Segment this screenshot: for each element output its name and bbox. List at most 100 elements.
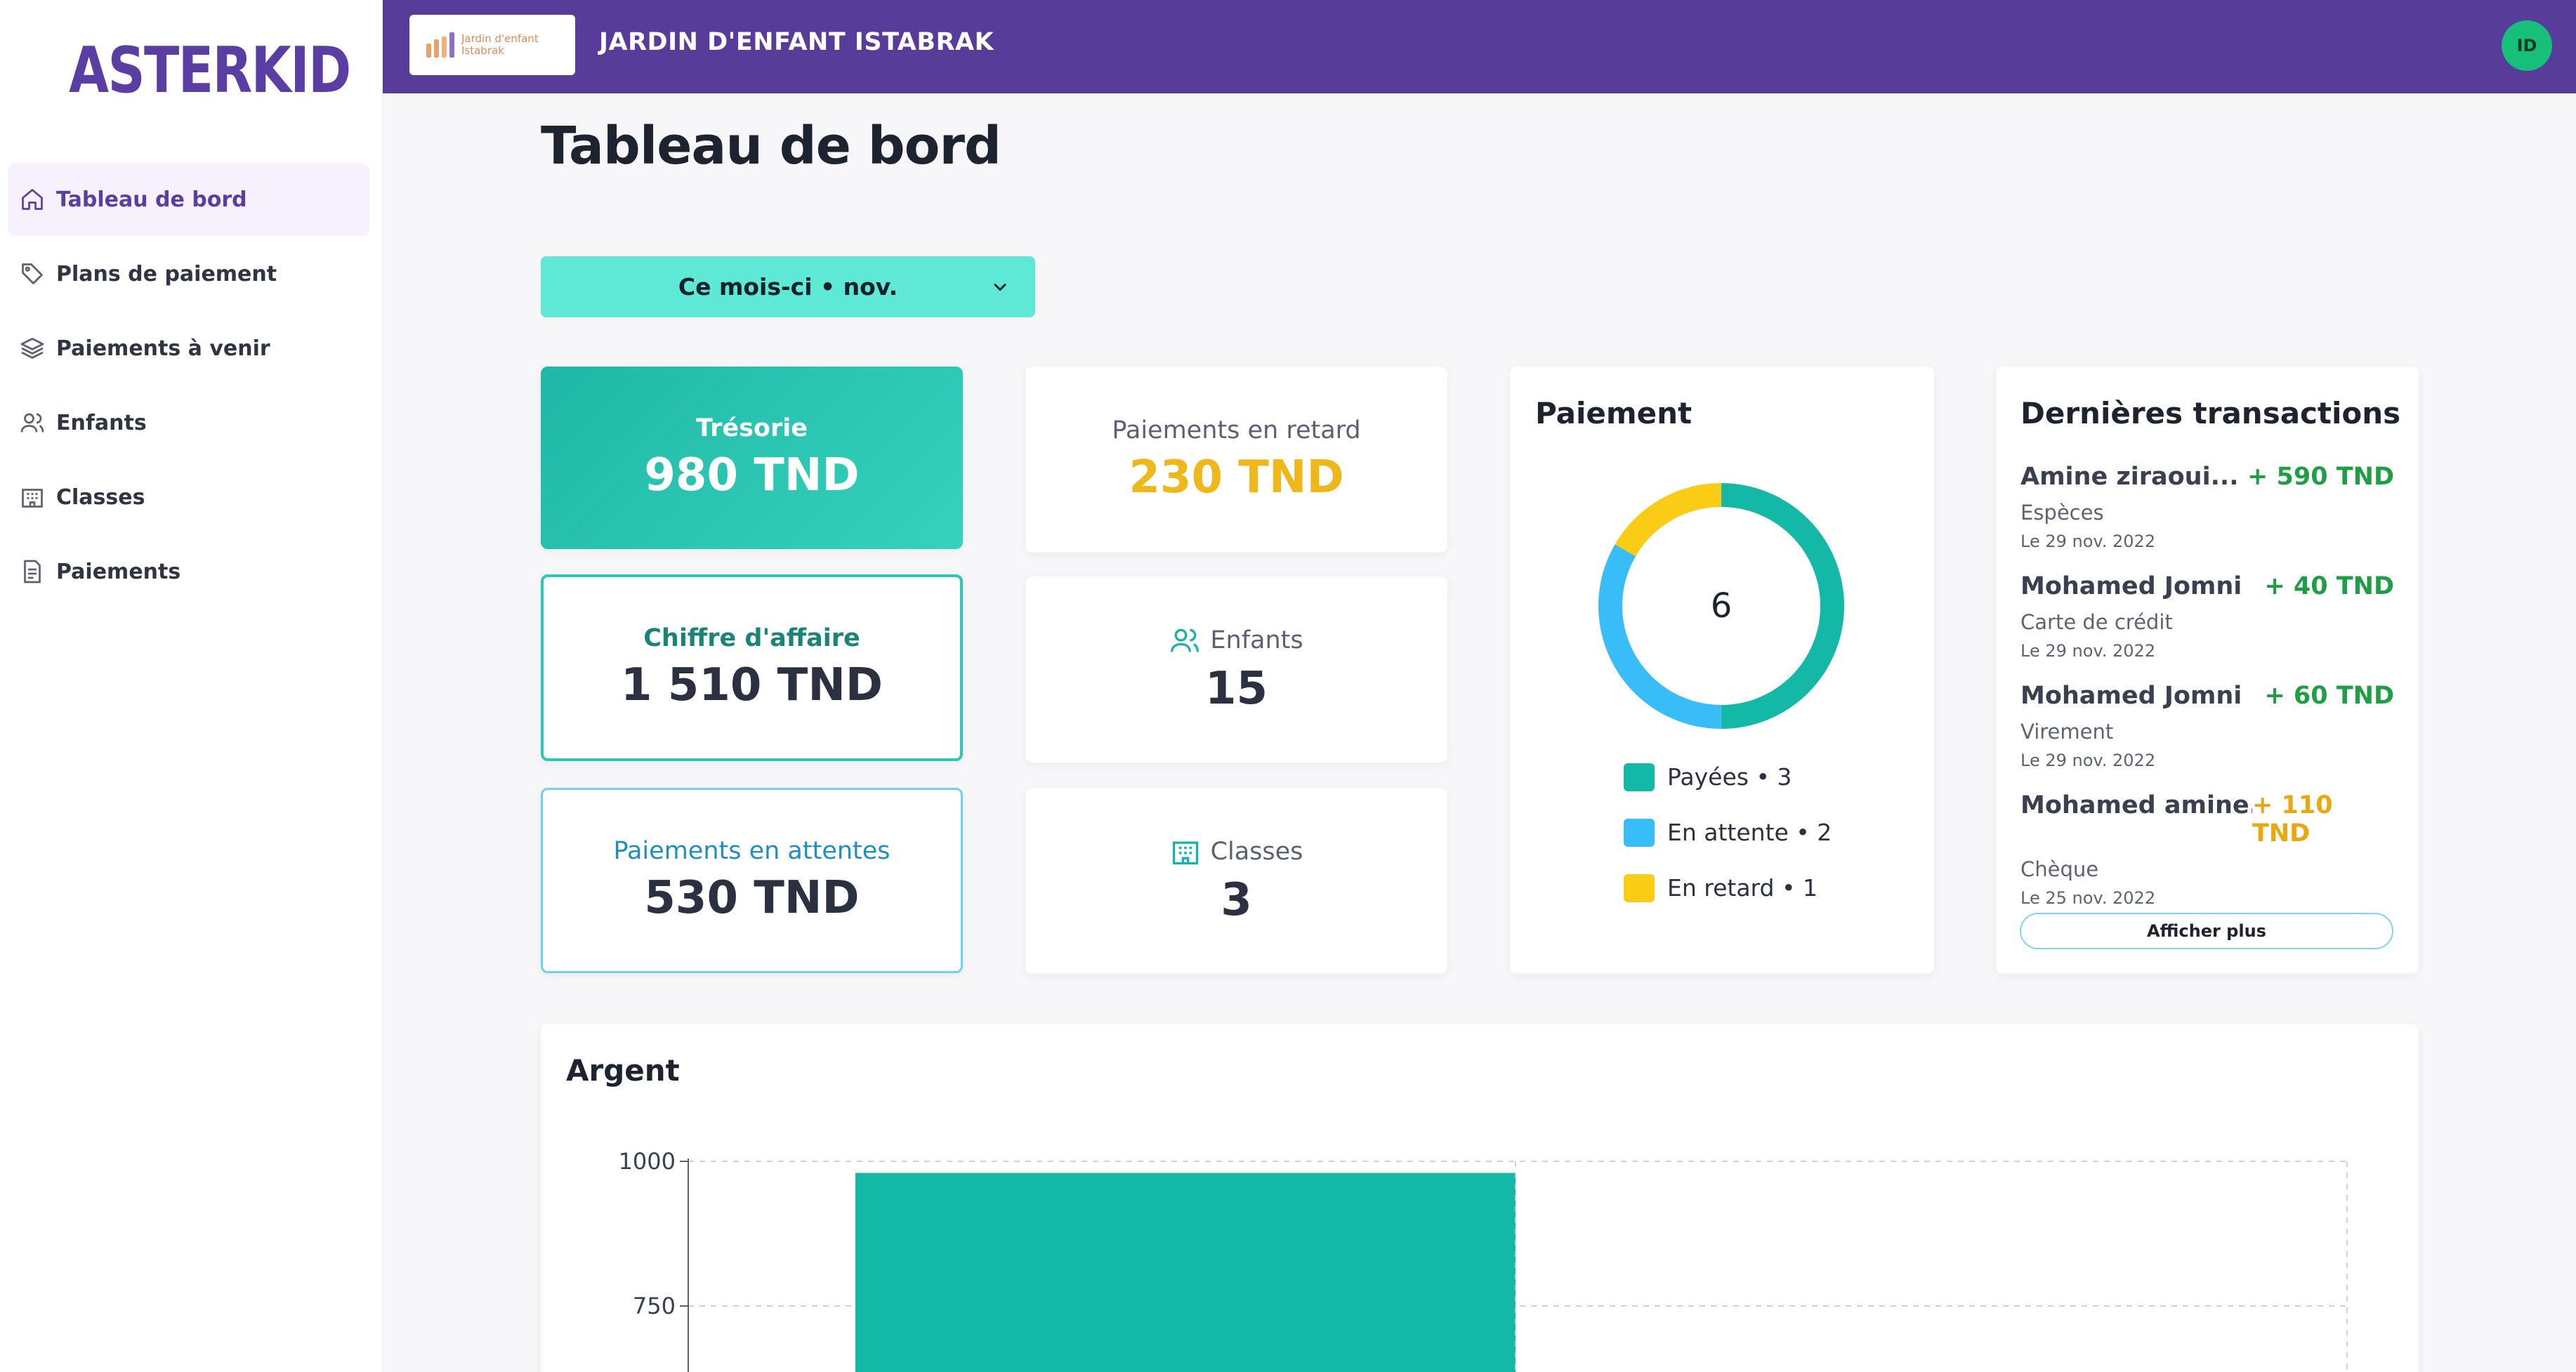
- stat-label: Classes: [1210, 837, 1303, 866]
- chart-title: Argent: [566, 1053, 680, 1088]
- transaction-method: Chèque: [2020, 857, 2099, 881]
- transaction-method: Virement: [2020, 720, 2114, 744]
- page-title: Tableau de bord: [541, 116, 1001, 176]
- transaction-amount: + 40 TND: [2264, 572, 2394, 600]
- school-name: JARDIN D'ENFANT ISTABRAK: [599, 28, 994, 56]
- stat-label-row: Enfants: [1169, 625, 1303, 656]
- transaction-name: Mohamed Jomni: [2020, 572, 2242, 600]
- legend-label: En attente • 2: [1667, 819, 1832, 846]
- transaction-method: Espèces: [2020, 501, 2104, 525]
- sidebar-item-label: Tableau de bord: [56, 187, 247, 212]
- chevron-down-icon: [994, 284, 1006, 291]
- stat-card-tresorie: Trésorie 980 TND: [541, 367, 963, 549]
- stat-value: 3: [1221, 873, 1252, 926]
- home-icon: [22, 189, 43, 210]
- transaction-amount: + 60 TND: [2264, 682, 2394, 710]
- legend-label: Payées • 3: [1667, 763, 1792, 791]
- legend-swatch: [1624, 818, 1655, 847]
- sidebar: ASTERKID Tableau de bord Plans de paieme…: [0, 0, 383, 1372]
- donut-segment-1: [1598, 483, 1844, 729]
- argent-bar-chart: 1000 750: [619, 1148, 2348, 1372]
- stat-card-paiements-en-retard: Paiements en retard 230 TND: [1025, 367, 1447, 553]
- logo-text-line2: Istabrak: [461, 44, 504, 57]
- show-more-button[interactable]: Afficher plus: [2020, 913, 2393, 949]
- transaction-item[interactable]: Amine ziraoui... + 590 TND Espèces Le 29 no…: [2020, 463, 2394, 551]
- sidebar-item-paiements-a-venir[interactable]: Paiements à venir: [8, 312, 369, 385]
- legend-swatch: [1624, 763, 1655, 791]
- users-icon: [20, 413, 44, 433]
- logo-text-line1: Jardin d'enfant: [461, 32, 539, 45]
- transaction-item[interactable]: Mohamed Jomni + 60 TND Virement Le 29 nov. …: [2020, 682, 2394, 770]
- stat-value: 1 510 TND: [620, 659, 883, 711]
- stat-label-row: Classes: [1170, 836, 1303, 867]
- brand-logo[interactable]: ASTERKID: [69, 34, 351, 107]
- transaction-item[interactable]: Mohamed amine... + 110 TND Chèque Le 25 nov…: [2020, 791, 2394, 908]
- transaction-header: Mohamed Jomni + 40 TND: [2020, 572, 2394, 600]
- transaction-name: Mohamed amine...: [2020, 791, 2252, 819]
- sidebar-item-classes[interactable]: Classes: [8, 461, 369, 534]
- sidebar-item-label: Classes: [56, 484, 145, 510]
- transactions-card: Dernières transactions Amine ziraoui... +…: [1996, 367, 2419, 974]
- building-icon: [1172, 841, 1198, 864]
- stat-card-paiements-en-attentes: Paiements en attentes 530 TND: [541, 788, 963, 973]
- stat-label: Paiements en retard: [1112, 416, 1361, 444]
- sidebar-item-label: Plans de paiement: [56, 261, 277, 286]
- sidebar-item-paiements[interactable]: Paiements: [8, 535, 369, 608]
- sidebar-item-plans-de-paiement[interactable]: Plans de paiement: [8, 237, 369, 310]
- school-logo[interactable]: Jardin d'enfant Istabrak: [409, 15, 575, 75]
- paiement-donut-chart: [1598, 483, 1844, 729]
- stat-label: Paiements en attentes: [613, 837, 891, 865]
- stat-value: 980 TND: [644, 449, 860, 501]
- transaction-amount: + 590 TND: [2247, 463, 2394, 491]
- chart-tick-label: 750: [633, 1293, 676, 1319]
- legend-item: En retard • 1: [1624, 860, 1832, 916]
- transaction-date: Le 29 nov. 2022: [2020, 751, 2156, 770]
- logo-text: Jardin d'enfant Istabrak: [461, 33, 539, 57]
- transaction-header: Mohamed amine... + 110 TND: [2020, 791, 2394, 847]
- transaction-item[interactable]: Mohamed Jomni + 40 TND Carte de crédit Le 2…: [2020, 572, 2394, 661]
- top-bar: Jardin d'enfant Istabrak JARDIN D'ENFANT…: [383, 0, 2576, 93]
- transaction-date: Le 25 nov. 2022: [2020, 888, 2156, 908]
- paiement-card: Paiement 6 Payées • 3 En attente • 2 En re…: [1510, 367, 1934, 974]
- tag-icon: [22, 263, 43, 284]
- sidebar-item-tableau-de-bord[interactable]: Tableau de bord: [8, 163, 369, 236]
- transaction-date: Le 29 nov. 2022: [2020, 532, 2156, 551]
- paiement-title: Paiement: [1535, 396, 1693, 430]
- transactions-title: Dernières transactions: [2020, 396, 2401, 430]
- transaction-amount: + 110 TND: [2252, 791, 2333, 847]
- layers-icon: [20, 338, 44, 359]
- paiement-legend: Payées • 3 En attente • 2 En retard • 1: [1624, 749, 1832, 916]
- avatar[interactable]: ID: [2502, 20, 2552, 71]
- transaction-header: Mohamed Jomni + 60 TND: [2020, 682, 2394, 710]
- legend-item: En attente • 2: [1624, 805, 1832, 860]
- transaction-name: Amine ziraoui...: [2020, 463, 2239, 491]
- stat-card-enfants: Enfants 15: [1025, 576, 1447, 763]
- sidebar-item-enfants[interactable]: Enfants: [8, 386, 369, 459]
- stat-label: Trésorie: [696, 414, 808, 442]
- transaction-date: Le 29 nov. 2022: [2020, 641, 2156, 661]
- sidebar-item-label: Paiements: [56, 559, 181, 584]
- legend-item: Payées • 3: [1624, 749, 1832, 805]
- transaction-header: Amine ziraoui... + 590 TND: [2020, 463, 2394, 491]
- document-icon: [24, 560, 41, 583]
- legend-label: En retard • 1: [1667, 874, 1818, 902]
- chart-tick-label: 1000: [619, 1148, 676, 1175]
- stat-label: Enfants: [1210, 626, 1303, 654]
- transaction-method: Carte de crédit: [2020, 610, 2173, 634]
- transaction-name: Mohamed Jomni: [2020, 682, 2242, 710]
- stat-value: 15: [1204, 662, 1268, 715]
- stat-label: Chiffre d'affaire: [643, 624, 860, 652]
- sidebar-item-label: Enfants: [56, 410, 147, 435]
- period-select[interactable]: Ce mois-ci • nov.: [541, 256, 1035, 317]
- logo-bars-icon: [426, 32, 454, 58]
- period-select-value: Ce mois-ci • nov.: [678, 273, 898, 301]
- donut-segment-2: [1598, 483, 1844, 729]
- building-icon: [22, 489, 43, 508]
- sidebar-item-label: Paiements à venir: [56, 336, 270, 361]
- stat-value: 530 TND: [644, 872, 860, 924]
- stat-card-classes: Classes 3: [1025, 788, 1447, 974]
- legend-swatch: [1624, 873, 1655, 902]
- sidebar-nav: Tableau de bord Plans de paiement Paieme…: [8, 163, 369, 609]
- chart-bar[interactable]: [855, 1173, 1516, 1372]
- argent-chart-card: Argent 1000 750: [541, 1024, 2419, 1372]
